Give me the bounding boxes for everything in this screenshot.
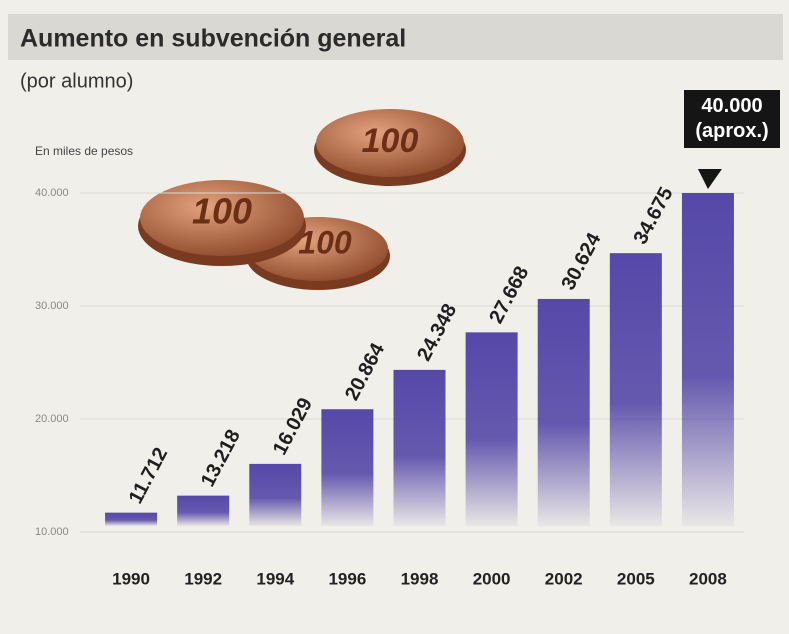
x-tick-label: 1994 xyxy=(256,569,294,588)
y-axis-label: En miles de pesos xyxy=(35,144,133,158)
bar xyxy=(105,512,158,526)
y-tick-label: 30.000 xyxy=(35,300,69,312)
x-tick-label: 1996 xyxy=(328,569,366,588)
bar xyxy=(681,193,734,526)
x-tick-label: 1998 xyxy=(401,569,439,588)
y-tick-label: 10.000 xyxy=(35,526,69,538)
x-tick-label: 1992 xyxy=(184,569,222,588)
header-band xyxy=(8,14,783,60)
bar xyxy=(249,463,302,526)
chart-title: Aumento en subvención general xyxy=(20,25,406,53)
x-tick-label: 2005 xyxy=(617,569,655,588)
value-label-callout: 40.000 (aprox.) xyxy=(684,90,780,148)
bar xyxy=(465,332,518,526)
coin-label: 100 xyxy=(362,122,419,160)
x-tick-label: 2008 xyxy=(689,569,727,588)
y-tick-label: 20.000 xyxy=(35,413,69,425)
bar xyxy=(393,369,446,526)
bar xyxy=(321,409,374,526)
coin-label: 100 xyxy=(192,191,252,232)
coins: 100 100 100 xyxy=(138,109,466,290)
x-tick-label: 2002 xyxy=(545,569,583,588)
chart-subtitle: (por alumno) xyxy=(20,70,133,92)
bar xyxy=(609,253,662,527)
callout-pointer xyxy=(697,169,722,189)
x-tick-label: 1990 xyxy=(112,569,150,588)
bar xyxy=(177,495,230,526)
x-tick-label: 2000 xyxy=(473,569,511,588)
coin-label: 100 xyxy=(298,224,352,260)
y-tick-label: 40.000 xyxy=(35,187,69,199)
bar xyxy=(537,298,590,526)
